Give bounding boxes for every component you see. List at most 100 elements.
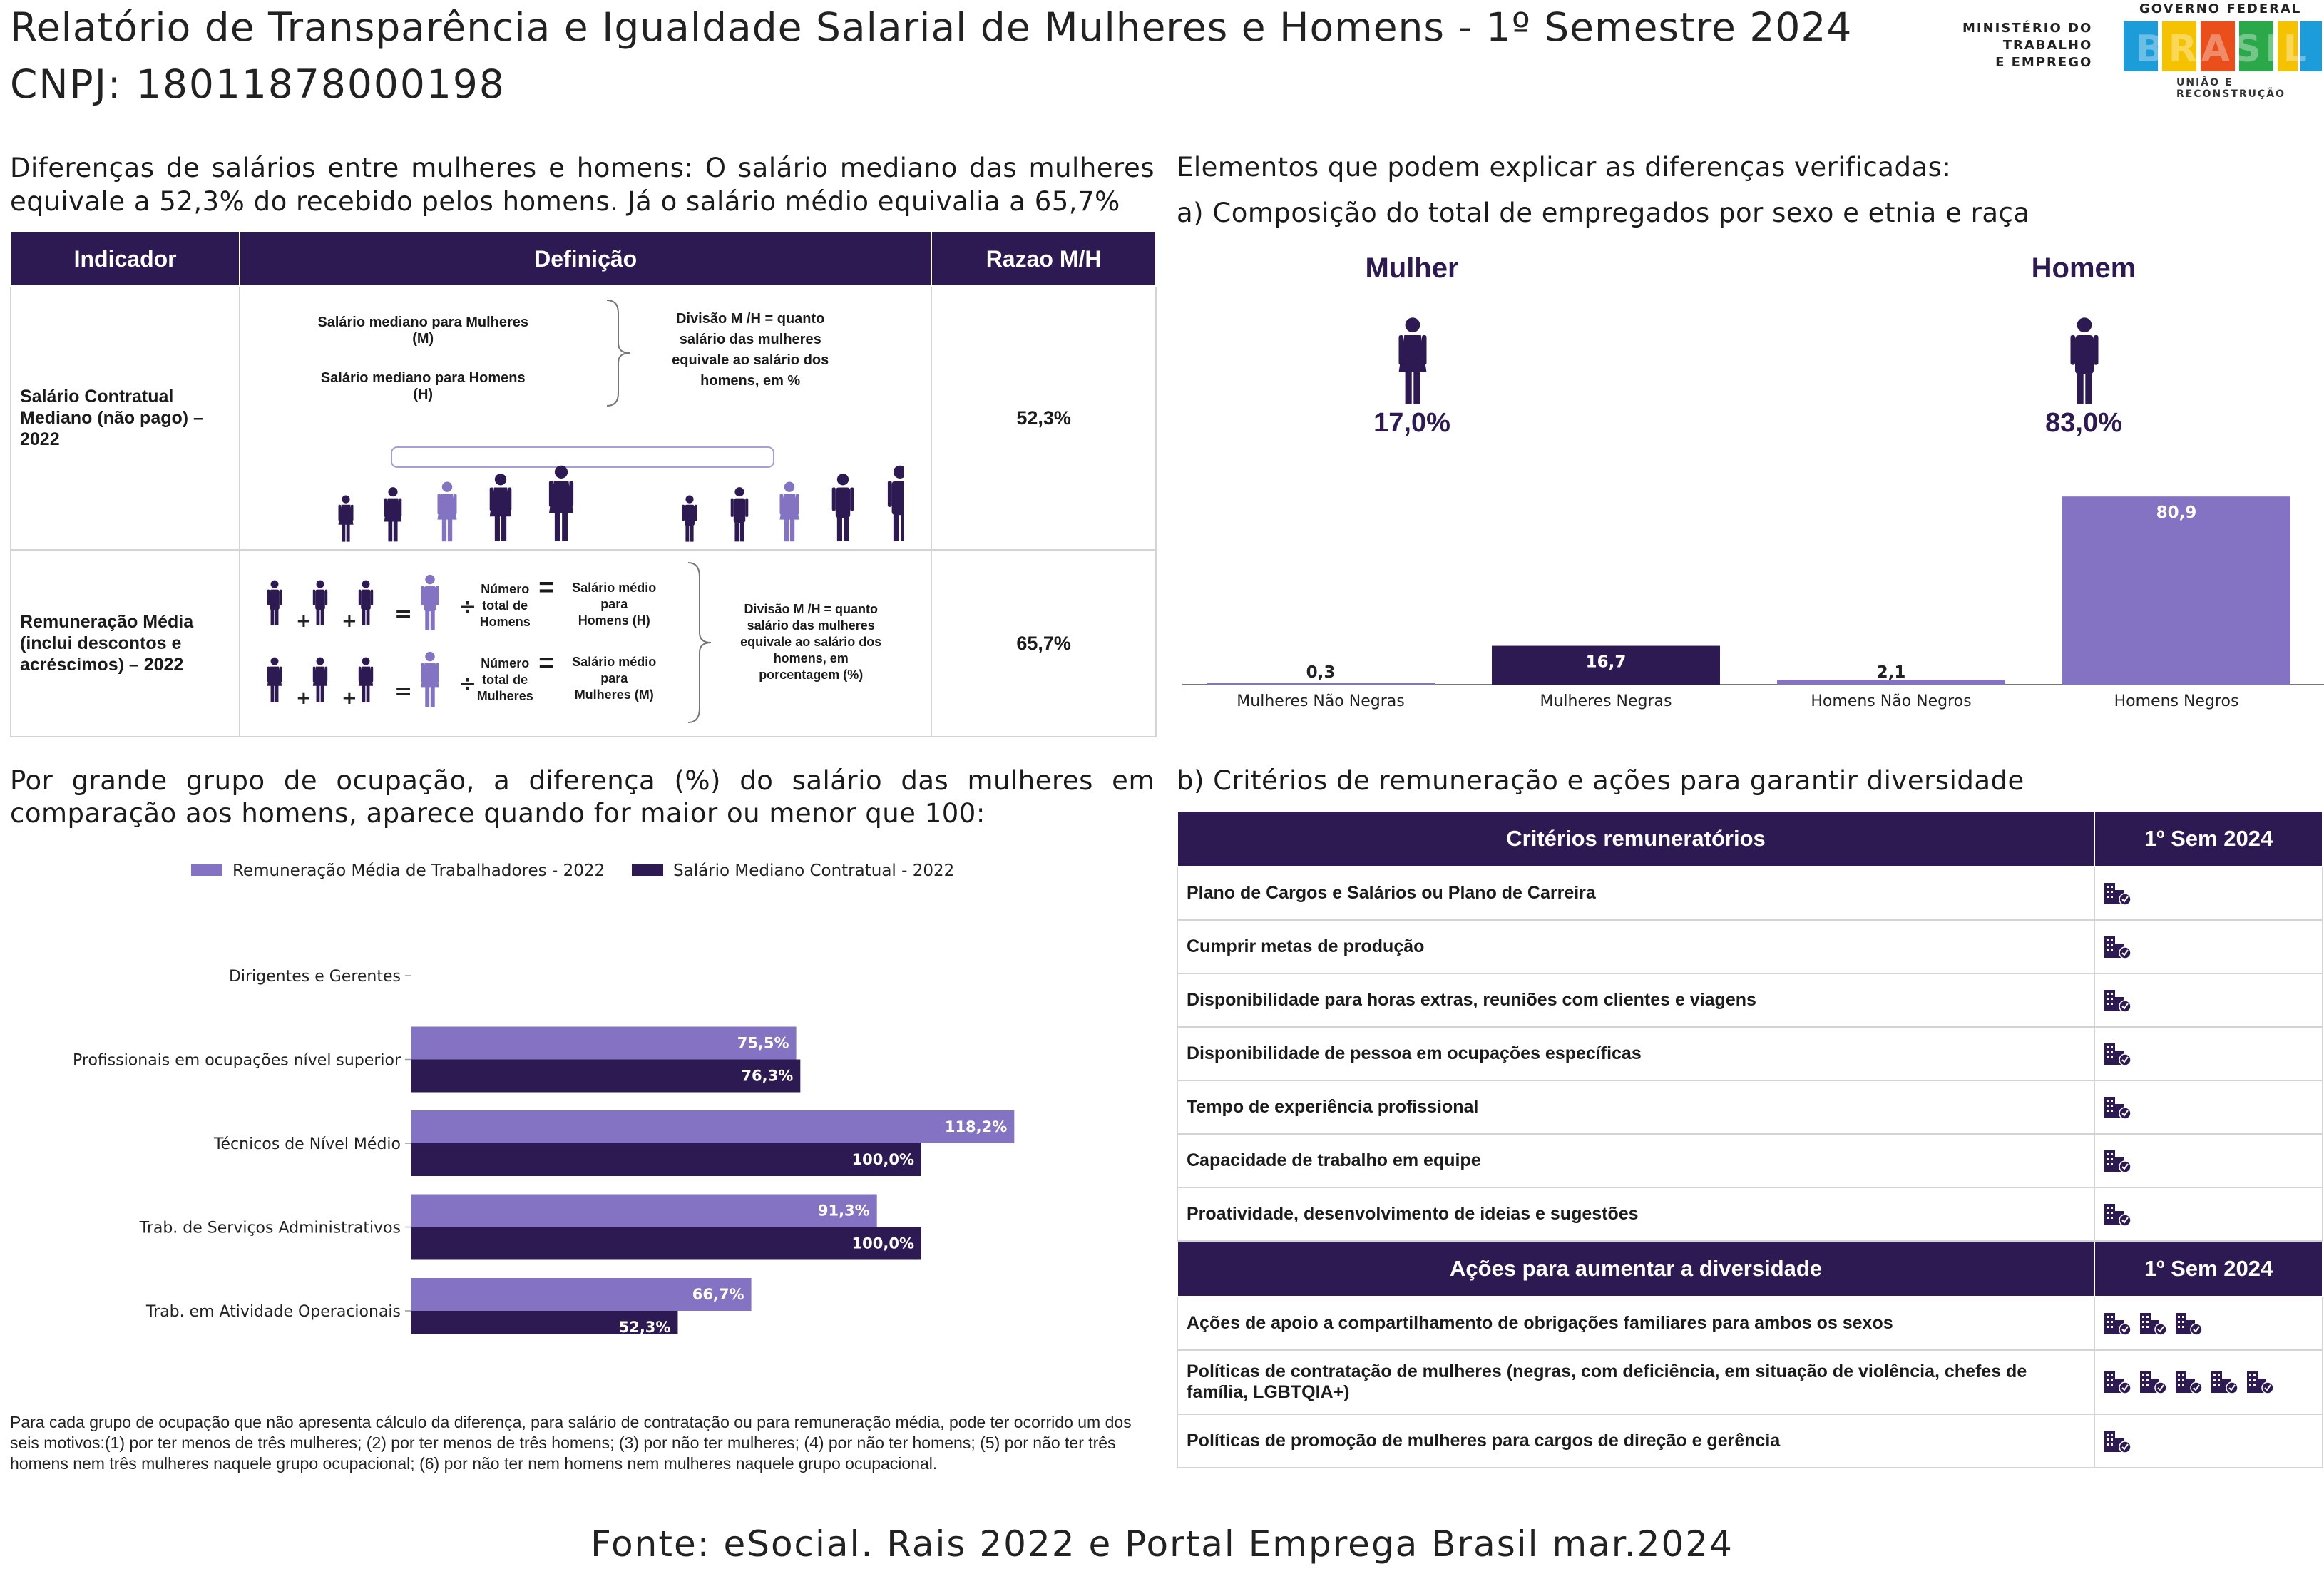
female-figure-icon	[421, 651, 439, 707]
ministry-logo: MINISTÉRIO DO TRABALHO E EMPREGO	[1962, 21, 2093, 70]
row-status	[2094, 1080, 2323, 1135]
actions-header: Ações para aumentar a diversidade	[1176, 1240, 2096, 1297]
company-check-icon	[2104, 1150, 2131, 1173]
male-figure-icon	[313, 580, 328, 625]
female-figure-icon	[313, 657, 328, 702]
indicator-table: Indicador Definição Razao M/H Salário Co…	[9, 231, 1157, 737]
source-note: Fonte: eSocial. Rais 2022 e Portal Empre…	[590, 1523, 1734, 1565]
bar-value-label: 66,7%	[692, 1286, 744, 1303]
icon-group	[2104, 1149, 2321, 1173]
company-check-icon	[2176, 1371, 2203, 1394]
male-figure-icon	[831, 474, 854, 541]
company-check-icon	[2140, 1312, 2167, 1336]
plus-icon: +	[342, 610, 357, 632]
female-label: Mulher	[1365, 252, 1459, 284]
female-figure-icon	[338, 495, 354, 542]
male-figure-icon	[682, 495, 697, 542]
row-status	[2094, 973, 2323, 1028]
table-row: Capacidade de trabalho em equipe	[1176, 1133, 2323, 1188]
divide-icon: ÷	[459, 672, 476, 697]
composition-bar	[1777, 680, 2005, 685]
male-figure-icon	[888, 465, 904, 541]
composition-bar	[1492, 645, 1720, 685]
semester-header: 1º Sem 2024	[2094, 810, 2323, 867]
female-figure-icon	[489, 474, 512, 541]
occupation-bar	[411, 1059, 801, 1093]
row-label: Capacidade de trabalho em equipe	[1176, 1133, 2096, 1188]
indicator-label: Salário Contratual Mediano (não pago) – …	[9, 285, 241, 551]
average-definition: + + = ÷ + + = ÷ Número total de Homens Número t…	[239, 549, 933, 737]
bar-value-label: 75,5%	[737, 1035, 789, 1052]
row-label: Plano de Cargos e Salários ou Plano de C…	[1176, 866, 2096, 921]
company-check-icon	[2104, 882, 2131, 906]
company-check-icon	[2247, 1371, 2274, 1394]
col-header-definicao: Definição	[239, 231, 933, 287]
category-tick-label: Trab. de Serviços Administrativos	[139, 1220, 401, 1237]
composition-bar	[1207, 683, 1435, 685]
row-label: Políticas de promoção de mulheres para c…	[1176, 1414, 2096, 1468]
company-check-icon	[2140, 1371, 2167, 1394]
people-median-illustration-icon	[338, 446, 904, 542]
legend-swatch	[191, 864, 222, 876]
bar-value-label: 80,9	[2156, 504, 2197, 522]
row-status	[2094, 1026, 2323, 1081]
occupation-bar	[411, 1110, 1015, 1143]
gov-logo: GOVERNO FEDERAL BRASIL UNIÃO E RECONSTRU…	[2118, 0, 2324, 100]
row-status	[2094, 1133, 2323, 1188]
occupation-bar	[411, 1143, 921, 1176]
male-figure-icon	[730, 487, 749, 542]
occupation-bar	[411, 1026, 797, 1060]
indicator-label: Remuneração Média (inclui descontos e ac…	[9, 549, 241, 737]
semester-header: 1º Sem 2024	[2094, 1240, 2323, 1297]
row-label: Proatividade, desenvolvimento de ideias …	[1176, 1187, 2096, 1242]
row-status	[2094, 1187, 2323, 1242]
company-check-icon	[2104, 989, 2131, 1013]
bar-value-label: 0,3	[1306, 663, 1336, 682]
icon-group	[2104, 1042, 2321, 1066]
brasil-wordmark-text: BRASIL	[2136, 28, 2311, 71]
row-label: Disponibilidade para horas extras, reuni…	[1176, 973, 2096, 1028]
category-tick-label: Profissionais em ocupações nível superio…	[73, 1052, 401, 1070]
criteria-header: Critérios remuneratórios	[1176, 810, 2096, 867]
male-person-icon	[2070, 317, 2099, 404]
bar-value-label: 100,0%	[852, 1235, 914, 1252]
icon-group	[2104, 1312, 2321, 1336]
equals-icon: =	[394, 679, 412, 704]
composition-bar-chart: 0,3 Mulheres Não Negras 16,7 Mulheres Negra…	[1182, 496, 2324, 710]
occupation-bar	[411, 1278, 752, 1311]
category-tick-label: Trab. em Atividade Operacionais	[145, 1303, 401, 1321]
report-title: Relatório de Transparência e Igualdade S…	[10, 4, 1853, 50]
row-label: Cumprir metas de produção	[1176, 919, 2096, 974]
female-share: 17,0%	[1373, 408, 1450, 438]
composition-subheading: a) Composição do total de empregados por…	[1177, 198, 2030, 228]
icon-group	[2104, 935, 2321, 959]
legend-swatch	[632, 864, 663, 876]
icon-group	[2104, 881, 2321, 906]
male-label: Homem	[2031, 252, 2136, 284]
icon-group	[2104, 1429, 2321, 1453]
equals-icon: =	[538, 573, 555, 603]
female-figure-icon	[549, 465, 574, 541]
equals-icon: =	[394, 602, 412, 627]
female-figure-icon	[267, 657, 282, 702]
company-check-icon	[2104, 1371, 2131, 1394]
table-row: Disponibilidade de pessoa em ocupações e…	[1176, 1026, 2323, 1081]
table-row: Plano de Cargos e Salários ou Plano de C…	[1176, 866, 2323, 921]
female-figure-icon	[437, 481, 457, 542]
company-check-icon	[2104, 1430, 2131, 1453]
row-status	[2094, 866, 2323, 921]
legend-label: Remuneração Média de Trabalhadores - 202…	[232, 862, 605, 880]
male-share: 83,0%	[2045, 408, 2122, 438]
bar-value-label: 100,0%	[852, 1151, 914, 1168]
company-check-icon	[2104, 936, 2131, 959]
legend-label: Salário Mediano Contratual - 2022	[673, 862, 954, 880]
female-figure-icon	[359, 657, 374, 702]
bar-value-label: 2,1	[1877, 663, 1906, 682]
occupation-heading: Por grande grupo de ocupação, a diferenç…	[10, 765, 1155, 829]
table-row: Políticas de promoção de mulheres para c…	[1176, 1414, 2323, 1468]
row-label: Ações de apoio a compartilhamento de obr…	[1176, 1296, 2096, 1351]
row-label: Tempo de experiência profissional	[1176, 1080, 2096, 1135]
table-row: Disponibilidade para horas extras, reuni…	[1176, 973, 2323, 1028]
category-tick-label: Técnicos de Nível Médio	[213, 1135, 401, 1153]
row-status	[2094, 919, 2323, 974]
